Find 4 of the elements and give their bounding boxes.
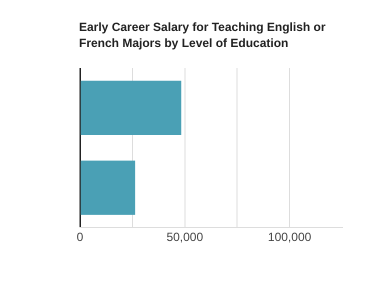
chart-title: Early Career Salary for Teaching English or French Majors by Level of Education [79,19,327,51]
x-tick-label: 0 [76,230,84,244]
x-tick-label: 100,000 [268,230,312,244]
x-tick-label: 50,000 [166,230,204,244]
